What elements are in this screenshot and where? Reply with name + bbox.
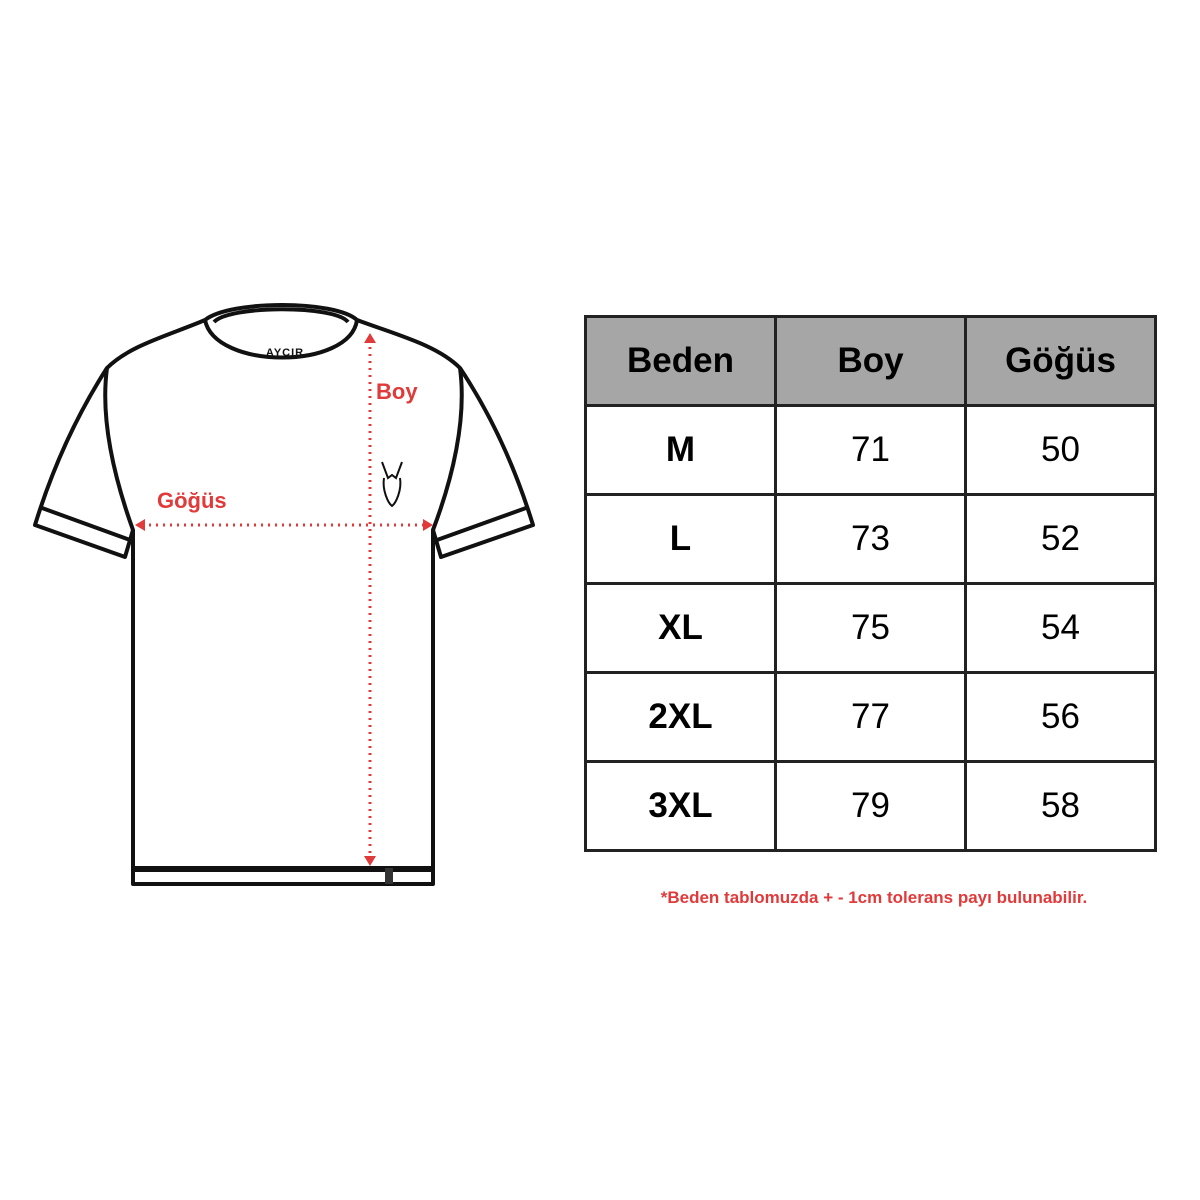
header-cell: Beden (584, 315, 777, 407)
measure-cell: 54 (964, 582, 1157, 674)
chest-label: Göğüs (157, 488, 227, 513)
measure-cell: 79 (774, 760, 967, 852)
logo (381, 461, 403, 508)
collar-inner (212, 307, 350, 324)
measure-cell: 50 (964, 404, 1157, 496)
arrow-head (135, 333, 433, 866)
hem (131, 866, 435, 886)
sleeve-left (41, 367, 135, 542)
collar-outer (203, 319, 359, 360)
hem-tag (385, 868, 393, 884)
size-row: XL 75 54 (584, 582, 1157, 674)
sleeve-right (431, 367, 527, 542)
brand: AYCIR (266, 347, 304, 359)
measure-cell: 77 (774, 671, 967, 763)
tshirt-diagram: AYCIR Boy Göğüs (33, 303, 535, 886)
length-label: Boy (376, 379, 418, 404)
size-cell: 2XL (584, 671, 777, 763)
tshirt-outline (33, 318, 535, 872)
measure-cell: 75 (774, 582, 967, 674)
size-row: M 71 50 (584, 404, 1157, 496)
tolerance-note: *Beden tablomuzda + - 1cm tolerans payı … (660, 888, 1088, 907)
header-row: Beden Boy Göğüs (584, 315, 1157, 407)
collar-band (203, 303, 359, 322)
size-cell: M (584, 404, 777, 496)
measure-cell: 52 (964, 493, 1157, 585)
header-cell: Göğüs (964, 315, 1157, 407)
size-cell: L (584, 493, 777, 585)
size-table: Beden Boy Göğüs M 71 50 L 73 52 XL 75 54 2XL 77 56 3XL… (584, 315, 1157, 852)
measure-cell: 56 (964, 671, 1157, 763)
measure-cell: 73 (774, 493, 967, 585)
size-row: 3XL 79 58 (584, 760, 1157, 852)
header-cell: Boy (774, 315, 967, 407)
size-cell: XL (584, 582, 777, 674)
size-row: 2XL 77 56 (584, 671, 1157, 763)
size-cell: 3XL (584, 760, 777, 852)
size-row: L 73 52 (584, 493, 1157, 585)
measure-cell: 71 (774, 404, 967, 496)
measure-cell: 58 (964, 760, 1157, 852)
